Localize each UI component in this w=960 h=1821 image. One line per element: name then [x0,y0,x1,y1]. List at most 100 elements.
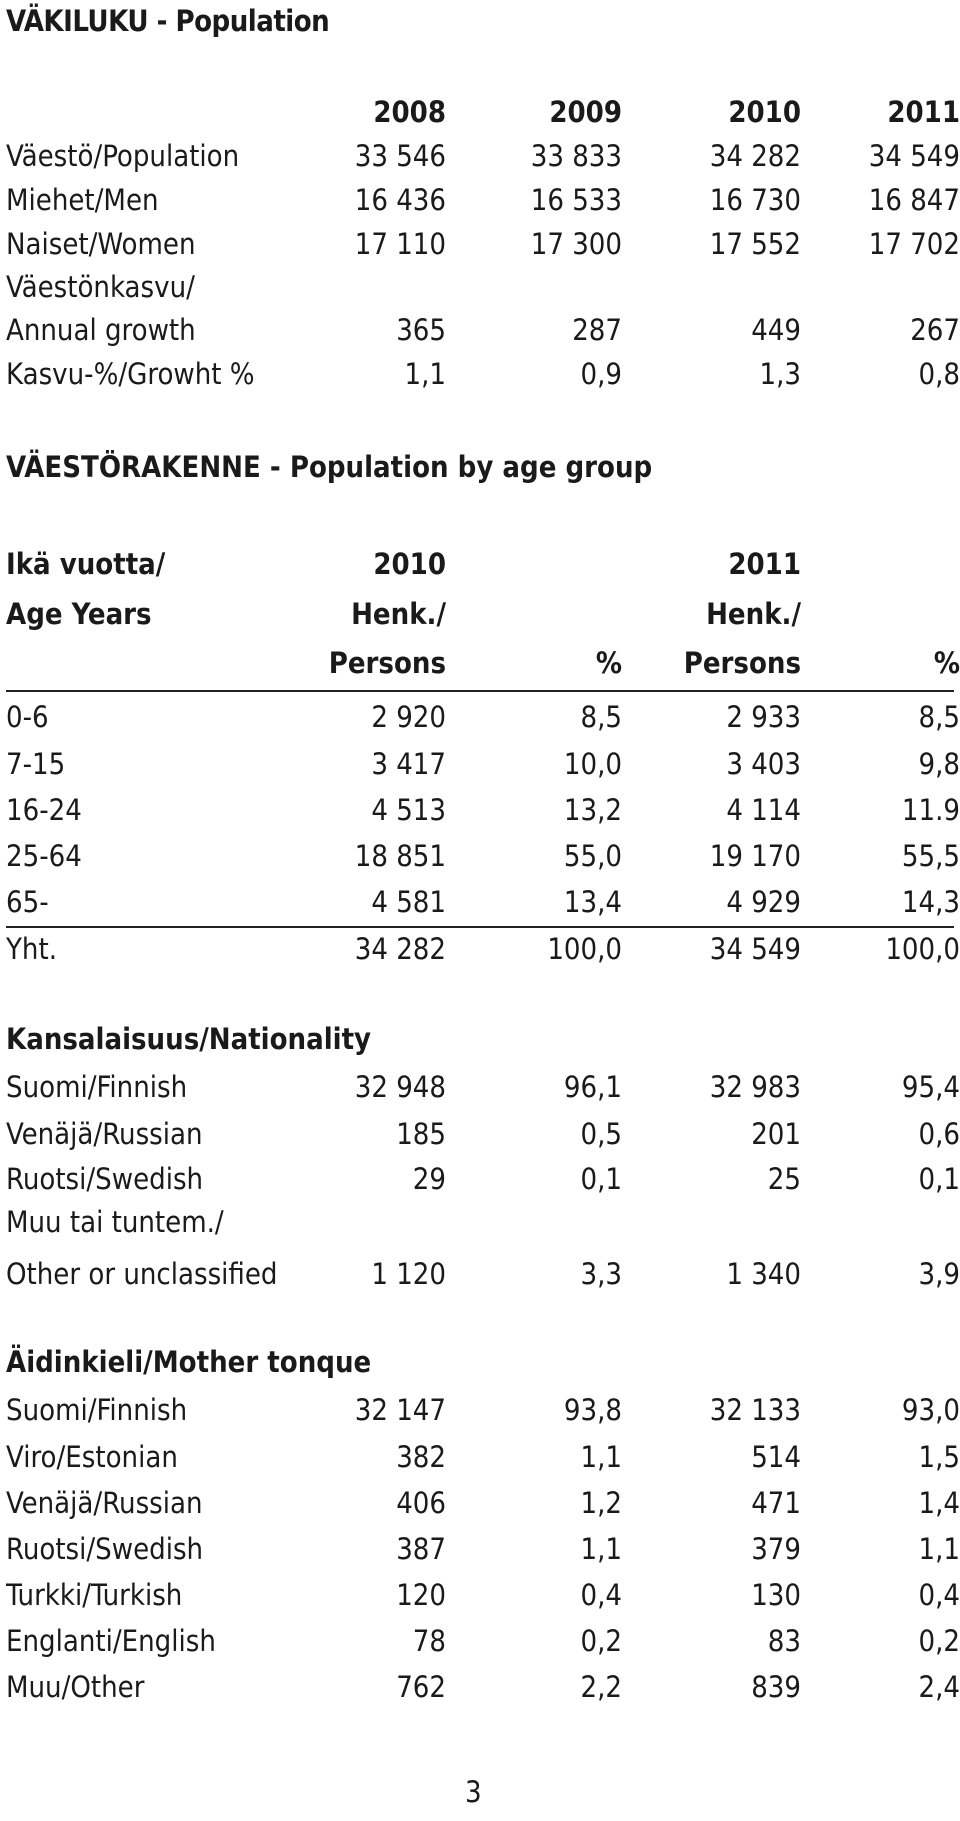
header-divider [6,690,954,692]
table-row: Viro/Estonian 382 1,1 514 1,5 [6,1440,960,1484]
table-row: 25-64 18 851 55,0 19 170 55,5 [6,839,960,883]
age-section-heading: VÄESTÖRAKENNE - Population by age group [6,450,653,484]
value-cell: 25 [767,1162,801,1196]
value-cell: 8,5 [580,700,622,734]
row-label: Suomi/Finnish [6,1070,188,1104]
table-row: 7-15 3 417 10,0 3 403 9,8 [6,747,960,791]
value-cell: 32 948 [354,1070,446,1104]
value-cell: 13,2 [563,793,622,827]
table-row: Turkki/Turkish 120 0,4 130 0,4 [6,1578,960,1622]
row-label: Ruotsi/Swedish [6,1162,204,1196]
value-cell: 29 [412,1162,446,1196]
table-row: Annual growth 365 287 449 267 [6,313,960,357]
table-row: 16-24 4 513 13,2 4 114 11.9 [6,793,960,837]
value-cell: 13,4 [563,885,622,919]
row-label: Muu/Other [6,1670,145,1704]
value-cell: 33 546 [354,139,446,173]
value-cell: 1 120 [371,1257,446,1291]
age-header-row-2: Age Years Henk./ Henk./ [6,597,956,641]
page-title: VÄKILUKU - Population [6,4,330,38]
value-cell: 514 [751,1440,801,1474]
value-cell: 93,0 [901,1393,960,1427]
table-row: Muu/Other 762 2,2 839 2,4 [6,1670,960,1714]
value-cell: 0,2 [918,1624,960,1658]
year-2010: 2010 [728,95,801,129]
row-label: Naiset/Women [6,227,196,261]
value-cell: 1,1 [580,1440,622,1474]
value-cell: 185 [396,1117,446,1151]
value-cell: 1,1 [580,1532,622,1566]
age-header-row-1: Ikä vuotta/ 2010 2011 [6,547,956,591]
row-label: Venäjä/Russian [6,1117,203,1151]
value-cell: 2 933 [726,700,801,734]
row-label: Annual growth [6,313,196,347]
value-cell: 0,4 [918,1578,960,1612]
pct-2010: % [595,646,622,680]
table-row-total: Yht. 34 282 100,0 34 549 100,0 [6,932,960,976]
value-cell: 0,5 [580,1117,622,1151]
value-cell: 382 [396,1440,446,1474]
value-cell: 379 [751,1532,801,1566]
nationality-heading: Kansalaisuus/Nationality [6,1022,372,1056]
page-number: 3 [465,1775,482,1809]
henk-2010: Henk./ [351,597,446,631]
value-cell: 1,2 [580,1486,622,1520]
year-2011: 2011 [887,95,960,129]
value-cell: 17 110 [354,227,446,261]
age-label-fi: Ikä vuotta/ [6,547,166,581]
value-cell: 471 [751,1486,801,1520]
value-cell: 9,8 [918,747,960,781]
row-label: Yht. [6,932,57,966]
total-divider [6,926,954,928]
value-cell: 0,6 [918,1117,960,1151]
value-cell: 1,1 [918,1532,960,1566]
value-cell: 17 702 [868,227,960,261]
value-cell: 120 [396,1578,446,1612]
row-label: Muu tai tuntem./ [6,1205,224,1239]
table-row: Englanti/English 78 0,2 83 0,2 [6,1624,960,1668]
table-row: 0-6 2 920 8,5 2 933 8,5 [6,700,960,744]
row-label: Other or unclassified [6,1257,278,1291]
value-cell: 201 [751,1117,801,1151]
value-cell: 19 170 [709,839,801,873]
value-cell: 34 549 [868,139,960,173]
value-cell: 4 929 [726,885,801,919]
value-cell: 11.9 [901,793,960,827]
row-label: Turkki/Turkish [6,1578,183,1612]
row-label: 7-15 [6,747,66,781]
row-label: 16-24 [6,793,82,827]
value-cell: 1,1 [404,357,446,391]
value-cell: 1,4 [918,1486,960,1520]
value-cell: 1,3 [759,357,801,391]
value-cell: 4 513 [371,793,446,827]
value-cell: 387 [396,1532,446,1566]
table-row: Suomi/Finnish 32 147 93,8 32 133 93,0 [6,1393,960,1437]
value-cell: 287 [572,313,622,347]
value-cell: 93,8 [563,1393,622,1427]
table-row: Ruotsi/Swedish 29 0,1 25 0,1 [6,1162,960,1206]
value-cell: 95,4 [901,1070,960,1104]
value-cell: 0,9 [580,357,622,391]
table-row: 65- 4 581 13,4 4 929 14,3 [6,885,960,929]
value-cell: 406 [396,1486,446,1520]
value-cell: 17 300 [530,227,622,261]
table-row: Other or unclassified 1 120 3,3 1 340 3,… [6,1257,960,1301]
value-cell: 762 [396,1670,446,1704]
value-cell: 18 851 [354,839,446,873]
value-cell: 0,4 [580,1578,622,1612]
value-cell: 83 [767,1624,801,1658]
row-label: Väestönkasvu/ [6,270,195,304]
value-cell: 0,1 [918,1162,960,1196]
persons-2010: Persons [328,646,446,680]
value-cell: 55,0 [563,839,622,873]
row-label: Venäjä/Russian [6,1486,203,1520]
year-2009: 2009 [549,95,622,129]
value-cell: 2,4 [918,1670,960,1704]
value-cell: 0,1 [580,1162,622,1196]
value-cell: 16 436 [354,183,446,217]
table-row: Suomi/Finnish 32 948 96,1 32 983 95,4 [6,1070,960,1114]
value-cell: 3 403 [726,747,801,781]
value-cell: 16 533 [530,183,622,217]
row-label: 25-64 [6,839,82,873]
